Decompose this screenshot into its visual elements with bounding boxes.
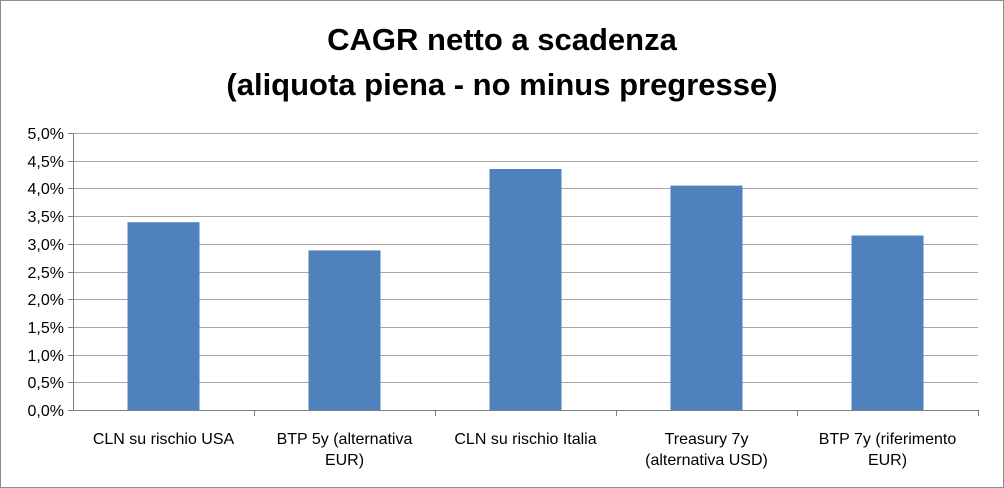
bar (308, 250, 381, 410)
x-category-label-line: Treasury 7y (665, 431, 749, 448)
y-tick-label: 2,0% (28, 292, 64, 309)
x-category-label: CLN su rischio Italia (454, 431, 596, 448)
chart-title-line-1: CAGR netto a scadenza (327, 22, 677, 57)
x-category-label-line: BTP 5y (alternativa (277, 431, 413, 448)
x-category-label-line: CLN su rischio USA (93, 431, 235, 448)
bar (670, 185, 743, 410)
bars (127, 169, 924, 410)
x-category-label: BTP 5y (alternativa EUR) (277, 431, 413, 469)
y-tick-label: 3,0% (28, 237, 64, 254)
bar (489, 169, 562, 410)
y-tick-label: 2,5% (28, 265, 64, 282)
y-tick-label: 4,0% (28, 181, 64, 198)
y-tick-label: 4,5% (28, 154, 64, 171)
axis-labels: 0,0% 0,5% 1,0% 1,5% 2,0% 2,5% 3,0% 3,5% 4,0% 4,5%… (28, 126, 957, 469)
x-category-label-line: EUR) (325, 452, 364, 469)
axes (68, 133, 979, 416)
y-tick-label: 0,5% (28, 375, 64, 392)
bar (127, 222, 200, 410)
y-tick-label: 5,0% (28, 126, 64, 143)
x-category-label: CLN su rischio USA (93, 431, 235, 448)
y-tick-label: 1,0% (28, 348, 64, 365)
x-category-label: Treasury 7y (alternativa USD) (645, 431, 768, 469)
x-category-label: BTP 7y (riferimento EUR) (819, 431, 957, 469)
y-tick-label: 3,5% (28, 209, 64, 226)
x-category-label-line: (alternativa USD) (645, 452, 768, 469)
chart-title-line-2: (aliquota piena - no minus pregresse) (226, 67, 778, 102)
bar (851, 235, 924, 410)
x-category-label-line: EUR) (868, 452, 907, 469)
y-tick-label: 1,5% (28, 320, 64, 337)
y-tick-label: 0,0% (28, 403, 64, 420)
x-category-label-line: CLN su rischio Italia (454, 431, 596, 448)
x-category-label-line: BTP 7y (riferimento (819, 431, 957, 448)
